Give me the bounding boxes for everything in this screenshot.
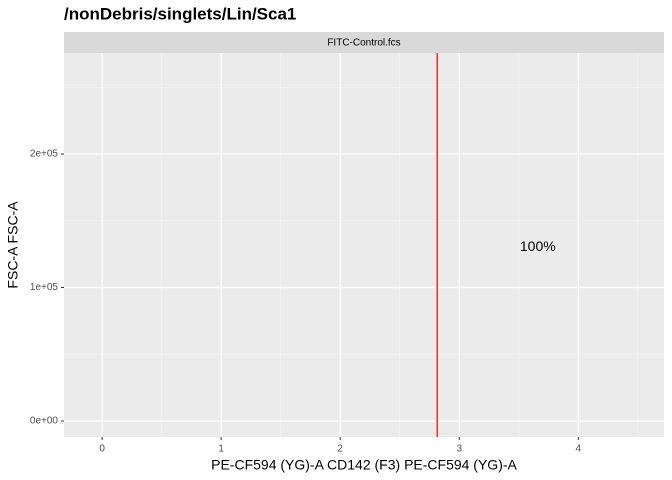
y-tick-label: 1e+05 (30, 282, 59, 293)
y-axis-label: FSC-A FSC-A (5, 201, 21, 289)
x-tick-label: 3 (456, 444, 462, 455)
x-axis-label: PE-CF594 (YG)-A CD142 (F3) PE-CF594 (YG)… (211, 457, 517, 473)
chart-title: /nonDebris/singlets/Lin/Sca1 (64, 4, 296, 23)
facet-label: FITC-Control.fcs (327, 38, 400, 49)
gate-annotation: 100% (520, 238, 556, 254)
x-tick-label: 4 (576, 444, 582, 455)
x-tick-label: 0 (99, 444, 105, 455)
y-tick-label: 2e+05 (30, 149, 59, 160)
x-tick-label: 2 (337, 444, 343, 455)
y-tick-label: 0e+00 (30, 416, 59, 427)
x-tick-label: 1 (218, 444, 224, 455)
panel (64, 53, 664, 437)
facet-strip (64, 32, 664, 53)
